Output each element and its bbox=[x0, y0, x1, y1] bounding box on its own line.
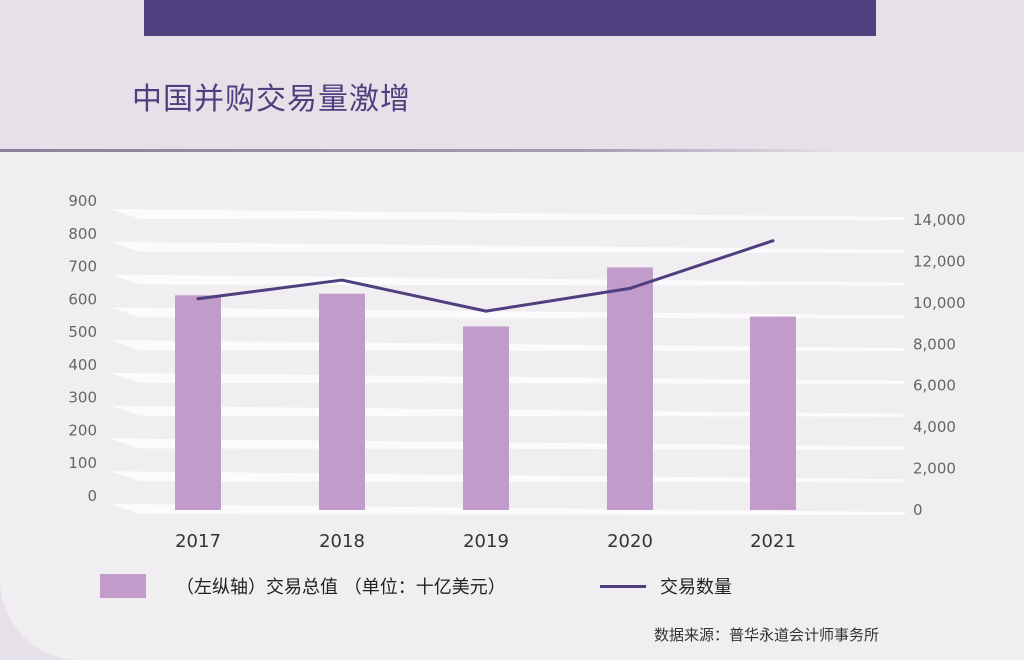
bar bbox=[175, 295, 221, 510]
legend-item-bar: （左纵轴）交易总值 （单位：十亿美元） bbox=[100, 572, 506, 600]
left-tick-label: 700 bbox=[68, 258, 97, 276]
right-tick-label: 6,000 bbox=[913, 377, 956, 395]
left-tick-label: 0 bbox=[87, 487, 97, 505]
line-point bbox=[484, 309, 488, 313]
line-point bbox=[628, 286, 632, 290]
right-axis-ticks: 0 2,000 4,000 6,000 8,000 10,000 12,000 14,000 bbox=[913, 211, 966, 519]
left-tick-label: 100 bbox=[68, 454, 97, 472]
left-axis-ticks: 0 100 200 300 400 500 600 700 800 900 bbox=[68, 192, 97, 505]
chart-title: 中国并购交易量激增 bbox=[132, 82, 411, 117]
grid-band bbox=[110, 241, 905, 253]
grid-band bbox=[110, 274, 905, 286]
bar bbox=[463, 326, 509, 510]
left-tick-label: 600 bbox=[68, 290, 97, 308]
legend-line-label: 交易数量 bbox=[660, 577, 732, 598]
bar bbox=[607, 267, 653, 510]
legend-bar-label: （左纵轴）交易总值 （单位：十亿美元） bbox=[176, 577, 506, 598]
bar-series bbox=[175, 267, 796, 510]
legend-line-swatch bbox=[600, 584, 646, 588]
x-tick-label: 2020 bbox=[607, 531, 653, 552]
right-tick-label: 10,000 bbox=[913, 294, 966, 312]
line-point bbox=[771, 239, 775, 243]
right-tick-label: 8,000 bbox=[913, 335, 956, 353]
right-tick-label: 0 bbox=[913, 501, 923, 519]
source-note: 数据来源：普华永道会计师事务所 bbox=[654, 626, 880, 644]
right-tick-label: 12,000 bbox=[913, 252, 966, 270]
right-tick-label: 2,000 bbox=[913, 460, 956, 478]
bar bbox=[319, 293, 365, 510]
x-tick-label: 2017 bbox=[175, 531, 221, 552]
bar bbox=[750, 316, 796, 510]
grid-band bbox=[110, 307, 905, 319]
chart-panel bbox=[0, 152, 1024, 660]
left-tick-label: 300 bbox=[68, 389, 97, 407]
line-point bbox=[196, 297, 200, 301]
right-tick-label: 4,000 bbox=[913, 418, 956, 436]
x-tick-label: 2018 bbox=[319, 531, 365, 552]
left-tick-label: 800 bbox=[68, 225, 97, 243]
left-tick-label: 400 bbox=[68, 356, 97, 374]
x-tick-label: 2021 bbox=[750, 531, 796, 552]
left-tick-label: 500 bbox=[68, 323, 97, 341]
left-tick-label: 200 bbox=[68, 421, 97, 439]
line-point bbox=[340, 278, 344, 282]
title-divider bbox=[0, 149, 840, 153]
right-tick-label: 14,000 bbox=[913, 211, 966, 229]
line-series bbox=[196, 239, 775, 313]
header-accent-bar bbox=[144, 0, 876, 36]
legend-bar-swatch bbox=[100, 574, 146, 598]
x-tick-label: 2019 bbox=[463, 531, 509, 552]
legend-item-line: 交易数量 bbox=[600, 572, 732, 600]
left-tick-label: 900 bbox=[68, 192, 97, 210]
x-axis-labels: 2017 2018 2019 2020 2021 bbox=[175, 531, 796, 552]
grid-band bbox=[110, 209, 905, 220]
